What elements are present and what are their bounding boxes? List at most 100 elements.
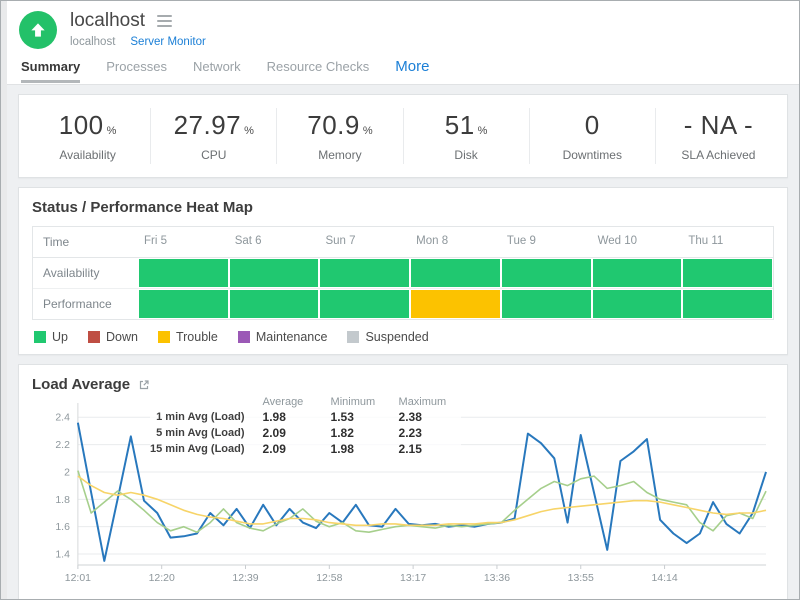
- heatmap-time-header: Time: [43, 235, 70, 249]
- heatmap-card: Status / Performance Heat Map Time Fri 5 S…: [18, 187, 788, 355]
- page-title: localhost: [70, 10, 145, 31]
- heatmap-row-label: Availability: [43, 266, 100, 280]
- stat-value: 27.97: [173, 110, 242, 140]
- heatmap-header-row: Time Fri 5 Sat 6 Sun 7 Mon 8 Tue 9 Wed 10 Thu 1…: [33, 227, 773, 258]
- load-stats-row-label: 1 min Avg (Load): [156, 411, 245, 423]
- tab-summary[interactable]: Summary: [21, 59, 81, 83]
- stat-value: - NA -: [683, 110, 754, 140]
- heatmap-row-availability: Availability: [33, 258, 773, 289]
- stat-value: 0: [584, 110, 600, 140]
- heatmap-cell-availability-mon-8[interactable]: [411, 259, 500, 287]
- load-stats-value: 2.09: [262, 426, 286, 440]
- heatmap-day-fri-5: Fri 5: [144, 235, 167, 247]
- load-stats-value: 1.53: [330, 410, 354, 424]
- stat-memory: 70.9% Memory: [277, 108, 404, 164]
- stat-sla-achieved: - NA - SLA Achieved: [656, 108, 781, 164]
- page: localhost localhost Server Monitor Summa…: [7, 1, 799, 599]
- hamburger-menu-icon[interactable]: [156, 13, 173, 29]
- heatmap-cell-availability-sat-6[interactable]: [229, 259, 319, 287]
- tab-bar: Summary Processes Network Resource Checks Mo…: [19, 58, 785, 84]
- svg-text:13:55: 13:55: [568, 573, 594, 584]
- heatmap-cell-performance-sat-6[interactable]: [229, 290, 319, 318]
- heatmap-cell-performance-thu-11[interactable]: [683, 290, 773, 318]
- load-stats-value: 2.15: [398, 442, 422, 456]
- content-area: 100% Availability 27.97% CPU 70.9% Memory 51% D…: [7, 85, 799, 599]
- heatmap-cell-availability-tue-9[interactable]: [501, 259, 591, 287]
- load-stats-header-row: Average Minimum Maximum: [150, 395, 461, 409]
- load-stats-empty-header: [150, 395, 257, 409]
- up-arrow-icon: [31, 23, 45, 37]
- stat-value-row: 100%: [29, 110, 146, 141]
- stat-unit: %: [362, 125, 373, 137]
- stat-label: SLA Achieved: [681, 148, 756, 162]
- svg-text:2.4: 2.4: [55, 413, 70, 424]
- heatmap-cell-availability-wed-10[interactable]: [592, 259, 682, 287]
- stat-label: Availability: [59, 148, 116, 162]
- stat-unit: %: [244, 125, 254, 137]
- legend-label: Maintenance: [255, 330, 328, 344]
- load-stats-value: 2.09: [262, 442, 286, 456]
- svg-text:13:36: 13:36: [484, 573, 510, 584]
- header: localhost localhost Server Monitor Summa…: [7, 1, 799, 85]
- external-link-icon[interactable]: [138, 379, 150, 391]
- legend-item-suspended: Suspended: [347, 330, 429, 344]
- heatmap-cell-performance-tue-9[interactable]: [501, 290, 591, 318]
- tab-processes[interactable]: Processes: [106, 59, 167, 74]
- legend-item-trouble: Trouble: [157, 330, 218, 344]
- stat-label: Memory: [318, 148, 362, 162]
- stat-unit: %: [477, 125, 488, 137]
- breadcrumb-monitor-type-link[interactable]: Server Monitor: [130, 36, 206, 48]
- heatmap-row-performance: Performance: [33, 289, 773, 319]
- breadcrumb: localhost Server Monitor: [70, 36, 206, 48]
- svg-text:1.4: 1.4: [55, 550, 70, 561]
- load-average-chart: 1.41.61.822.22.412:01 12:20 12:39 12:58 13:1…: [55, 403, 767, 584]
- stat-value-row: 51%: [408, 110, 525, 141]
- status-swatch: [34, 331, 46, 343]
- status-swatch: [87, 331, 100, 343]
- heatmap-cell-availability-thu-11[interactable]: [683, 259, 773, 287]
- stat-downtimes: 0 Downtimes: [530, 108, 656, 164]
- heatmap-cell-availability-sun-7[interactable]: [320, 259, 410, 287]
- status-swatch: [157, 331, 170, 343]
- heatmap-cell-performance-sun-7[interactable]: [320, 290, 410, 318]
- stat-value-row: 27.97%: [155, 110, 272, 141]
- tab-network[interactable]: Network: [192, 59, 241, 74]
- heatmap-cell-performance-mon-8[interactable]: [411, 290, 500, 318]
- stat-label: Disk: [454, 148, 478, 162]
- load-stats-value: 2.23: [398, 426, 422, 440]
- load-average-card: Load Average 1.4 1.6 1.8 2 2.2 2.4 12:01 12:20 1…: [18, 364, 788, 599]
- svg-text:2: 2: [64, 467, 70, 478]
- svg-text:13:17: 13:17: [400, 573, 426, 584]
- svg-text:12:20: 12:20: [149, 573, 175, 584]
- heatmap-cell-performance-fri-5[interactable]: [139, 290, 228, 318]
- stat-value: 100: [58, 110, 104, 140]
- stat-cpu: 27.97% CPU: [151, 108, 278, 164]
- heatmap-cell-performance-wed-10[interactable]: [592, 290, 682, 318]
- heatmap-day-mon-8: Mon 8: [416, 235, 449, 247]
- heatmap-day-tue-9: Tue 9: [506, 235, 536, 247]
- load-stats-value: 1.98: [330, 442, 354, 456]
- left-gutter: [1, 1, 7, 599]
- svg-text:2.2: 2.2: [55, 440, 70, 451]
- stat-value: 70.9: [307, 110, 360, 140]
- svg-text:12:58: 12:58: [316, 573, 342, 584]
- heatmap-day-wed-10: Wed 10: [597, 235, 638, 247]
- heatmap-cell-availability-fri-5[interactable]: [139, 259, 228, 287]
- load-stats-row-label: 15 min Avg (Load): [150, 443, 245, 455]
- svg-text:1.8: 1.8: [55, 495, 70, 506]
- svg-text:14:14: 14:14: [651, 573, 677, 584]
- legend-label: Suspended: [365, 330, 429, 344]
- stat-label: CPU: [201, 148, 227, 162]
- legend-label: Trouble: [175, 330, 218, 344]
- tab-resource-checks[interactable]: Resource Checks: [266, 59, 370, 74]
- breadcrumb-monitor-name: localhost: [70, 36, 116, 48]
- stat-value: 51: [444, 110, 475, 140]
- status-avatar: [19, 11, 57, 49]
- load-stats-value: 2.38: [398, 410, 422, 424]
- legend-item-up: Up: [34, 330, 68, 344]
- summary-stats-card: 100% Availability 27.97% CPU 70.9% Memory 51% D…: [18, 94, 788, 178]
- svg-text:1.6: 1.6: [55, 522, 70, 533]
- tab-more[interactable]: More: [395, 58, 430, 75]
- load-stats-row-label: 5 min Avg (Load): [156, 427, 245, 439]
